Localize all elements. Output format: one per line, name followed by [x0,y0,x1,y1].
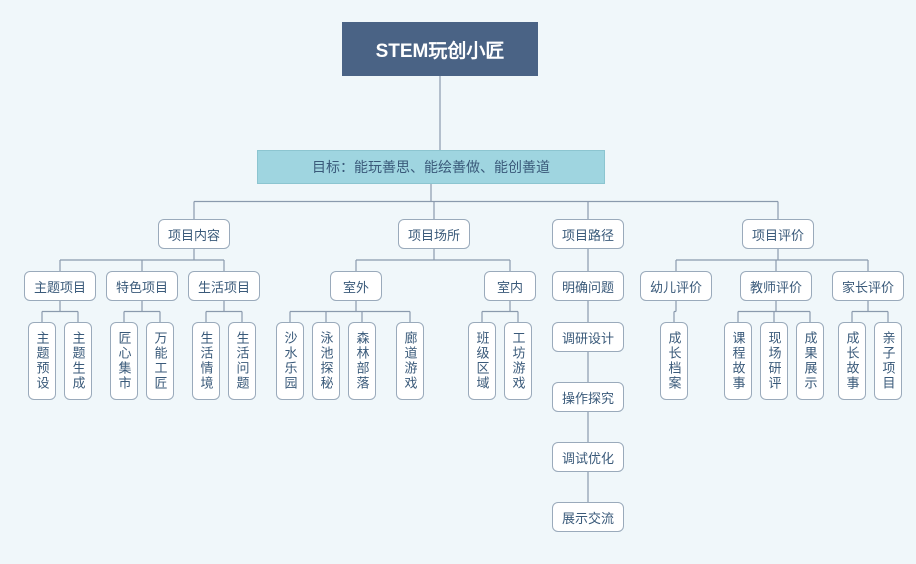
leaf-17: 亲子项目 [874,322,902,400]
leaf-12-label: 成长档案 [665,331,684,391]
subcat-out-label: 室外 [343,277,369,296]
subcat-life-label: 生活项目 [198,277,250,296]
leaf-8-label: 森林部落 [353,331,372,391]
goal-node: 目标：能玩善思、能绘善做、能创善道 [257,150,605,184]
leaf-9-label: 廊道游戏 [401,331,420,391]
subcat-life: 生活项目 [188,271,260,301]
subcat-theme-label: 主题项目 [34,277,86,296]
subcat-in: 室内 [484,271,536,301]
leaf-0-label: 主题预设 [33,331,52,391]
root-node-label: STEM玩创小匠 [376,36,505,63]
leaf-11: 工坊游戏 [504,322,532,400]
chain-2-label: 调试优化 [562,448,614,467]
subcat-clear: 明确问题 [552,271,624,301]
subcat-child-label: 幼儿评价 [650,277,702,296]
leaf-13: 课程故事 [724,322,752,400]
leaf-17-label: 亲子项目 [879,331,898,391]
leaf-11-label: 工坊游戏 [509,331,528,391]
leaf-4-label: 生活情境 [197,331,216,391]
chain-0: 调研设计 [552,322,624,352]
leaf-14-label: 现场研评 [765,331,784,391]
category-path-label: 项目路径 [562,225,614,244]
subcat-in-label: 室内 [497,277,523,296]
subcat-theme: 主题项目 [24,271,96,301]
category-place-label: 项目场所 [408,225,460,244]
subcat-feat: 特色项目 [106,271,178,301]
leaf-10: 班级区域 [468,322,496,400]
chain-3: 展示交流 [552,502,624,532]
subcat-child: 幼儿评价 [640,271,712,301]
subcat-parent: 家长评价 [832,271,904,301]
category-eval-label: 项目评价 [752,225,804,244]
subcat-clear-label: 明确问题 [562,277,614,296]
subcat-parent-label: 家长评价 [842,277,894,296]
leaf-1-label: 主题生成 [69,331,88,391]
subcat-teach-label: 教师评价 [750,277,802,296]
leaf-12: 成长档案 [660,322,688,400]
subcat-feat-label: 特色项目 [116,277,168,296]
chain-0-label: 调研设计 [562,328,614,347]
leaf-7: 泳池探秘 [312,322,340,400]
chain-3-label: 展示交流 [562,508,614,527]
leaf-15: 成果展示 [796,322,824,400]
leaf-0: 主题预设 [28,322,56,400]
category-content-label: 项目内容 [168,225,220,244]
leaf-5: 生活问题 [228,322,256,400]
category-content: 项目内容 [158,219,230,249]
category-eval: 项目评价 [742,219,814,249]
chain-1: 操作探究 [552,382,624,412]
leaf-8: 森林部落 [348,322,376,400]
leaf-2-label: 匠心集市 [115,331,134,391]
leaf-5-label: 生活问题 [233,331,252,391]
leaf-3: 万能工匠 [146,322,174,400]
leaf-6-label: 沙水乐园 [281,331,300,391]
leaf-4: 生活情境 [192,322,220,400]
leaf-16: 成长故事 [838,322,866,400]
subcat-teach: 教师评价 [740,271,812,301]
chain-2: 调试优化 [552,442,624,472]
leaf-15-label: 成果展示 [801,331,820,391]
leaf-3-label: 万能工匠 [151,331,170,391]
leaf-13-label: 课程故事 [729,331,748,391]
leaf-14: 现场研评 [760,322,788,400]
subcat-out: 室外 [330,271,382,301]
chain-1-label: 操作探究 [562,388,614,407]
leaf-1: 主题生成 [64,322,92,400]
category-path: 项目路径 [552,219,624,249]
leaf-16-label: 成长故事 [843,331,862,391]
leaf-9: 廊道游戏 [396,322,424,400]
category-place: 项目场所 [398,219,470,249]
root-node: STEM玩创小匠 [342,22,538,76]
leaf-7-label: 泳池探秘 [317,331,336,391]
leaf-2: 匠心集市 [110,322,138,400]
leaf-10-label: 班级区域 [473,331,492,391]
leaf-6: 沙水乐园 [276,322,304,400]
goal-node-label: 目标：能玩善思、能绘善做、能创善道 [312,157,550,177]
